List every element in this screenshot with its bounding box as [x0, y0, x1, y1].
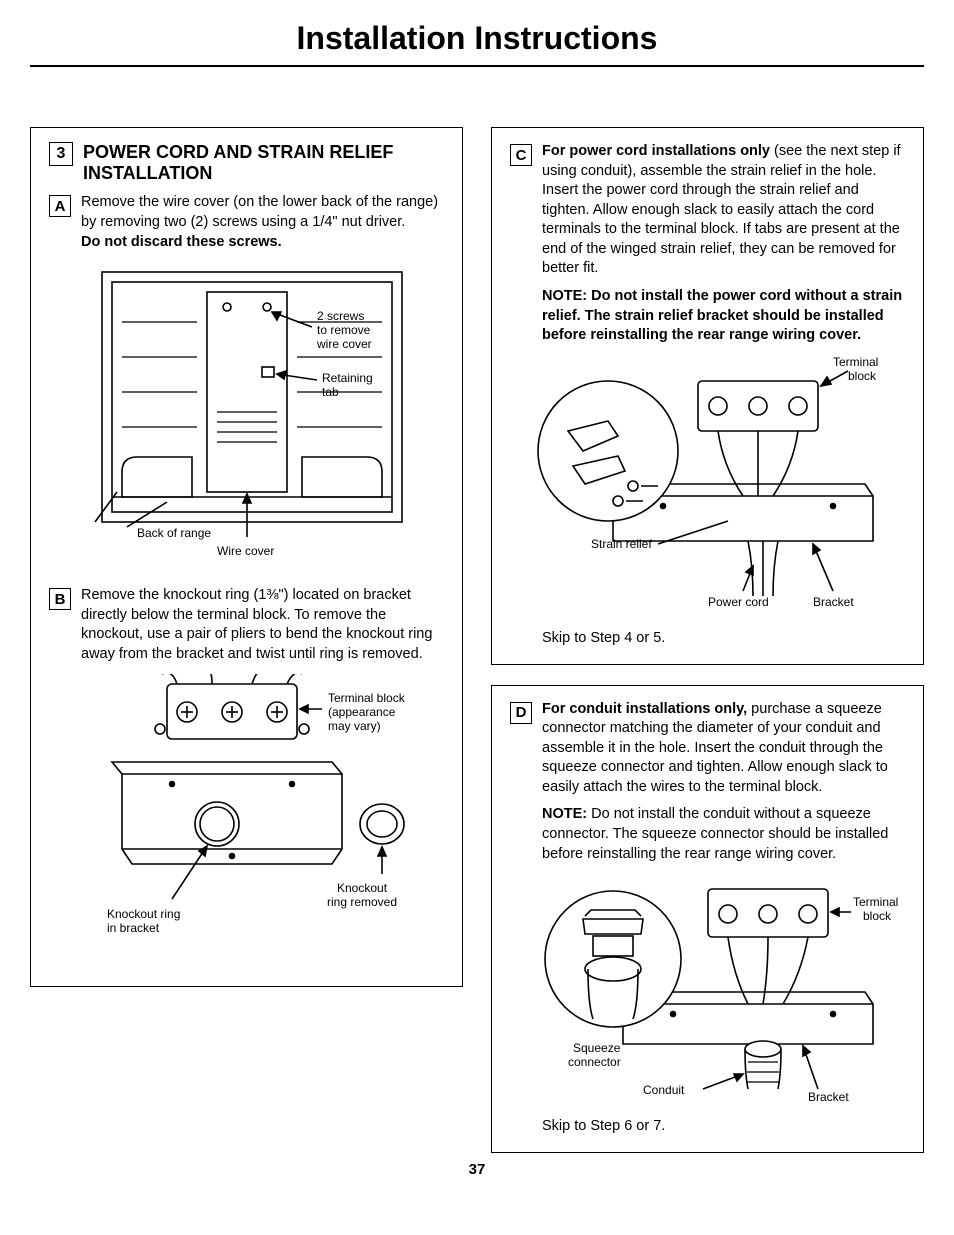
substep-d-note: NOTE: Do not install the conduit without… [542, 805, 905, 864]
fig-a-label-back: Back of range [137, 526, 211, 540]
fig-b-label-term-l2: (appearance [328, 705, 396, 719]
substep-c-lead: For power cord installations only [542, 143, 770, 159]
fig-b-label-term-l3: may vary) [328, 719, 381, 733]
fig-c-label-term-l2: block [848, 369, 877, 383]
fig-a-label-screws-l3: wire cover [316, 337, 372, 351]
substep-d-text: For conduit installations only, purchase… [542, 700, 905, 798]
figure-a: 2 screws to remove wire cover Retaining … [49, 262, 444, 572]
fig-d-label-sq-l2: connector [568, 1055, 621, 1069]
fig-b-label-kout-l2: ring removed [327, 895, 397, 909]
two-column-layout: 3 POWER CORD AND STRAIN RELIEF INSTALLAT… [30, 127, 924, 1153]
substep-c: C For power cord installations only (see… [510, 142, 905, 279]
substep-letter-d: D [510, 702, 532, 724]
step-number-box: 3 [49, 142, 73, 166]
fig-a-label-tab-l1: Retaining [322, 371, 373, 385]
substep-c-skip: Skip to Step 4 or 5. [542, 630, 905, 646]
figure-c: Terminal block Strain relief Power cord … [510, 356, 905, 616]
fig-c-label-cord: Power cord [708, 595, 769, 609]
substep-a-text: Remove the wire cover (on the lower back… [81, 193, 444, 252]
substep-d-note-lead: NOTE: [542, 806, 587, 822]
panel-step3-d: D For conduit installations only, purcha… [491, 685, 924, 1154]
step3-header: 3 POWER CORD AND STRAIN RELIEF INSTALLAT… [49, 142, 444, 183]
fig-a-label-tab-l2: tab [322, 385, 339, 399]
fig-a-label-screws-l1: 2 screws [317, 309, 364, 323]
figure-b: Terminal block (appearance may vary) Kno… [49, 674, 444, 954]
step3-title: POWER CORD AND STRAIN RELIEF INSTALLATIO… [83, 142, 444, 183]
fig-c-label-bracket: Bracket [813, 595, 854, 609]
substep-c-body: (see the next step if using conduit), as… [542, 143, 901, 276]
substep-d-lead: For conduit installations only, [542, 701, 747, 717]
fig-b-label-kin-l2: in bracket [107, 921, 160, 935]
substep-b-text: Remove the knockout ring (1⅜") located o… [81, 586, 444, 664]
fig-d-label-conduit: Conduit [643, 1083, 685, 1097]
substep-d-note-text: Do not install the conduit without a squ… [542, 806, 888, 861]
fig-c-label-term-l1: Terminal [833, 356, 878, 369]
fig-a-label-screws-l2: to remove [317, 323, 371, 337]
substep-c-note: NOTE: Do not install the power cord with… [542, 287, 905, 346]
left-column: 3 POWER CORD AND STRAIN RELIEF INSTALLAT… [30, 127, 463, 1153]
fig-d-label-term-l1: Terminal [853, 895, 898, 909]
fig-b-label-kin-l1: Knockout ring [107, 907, 180, 921]
substep-a-body: Remove the wire cover (on the lower back… [81, 194, 438, 230]
fig-d-label-bracket: Bracket [808, 1090, 849, 1104]
fig-a-label-cover: Wire cover [217, 544, 274, 558]
figure-d: Terminal block Squeeze connector Conduit… [510, 874, 905, 1104]
fig-d-label-sq-l1: Squeeze [573, 1041, 621, 1055]
fig-c-label-strain: Strain relief [591, 537, 652, 551]
page-number: 37 [30, 1161, 924, 1178]
substep-letter-b: B [49, 588, 71, 610]
panel-step3-ab: 3 POWER CORD AND STRAIN RELIEF INSTALLAT… [30, 127, 463, 987]
substep-b: B Remove the knockout ring (1⅜") located… [49, 586, 444, 664]
fig-d-label-term-l2: block [863, 909, 892, 923]
substep-d: D For conduit installations only, purcha… [510, 700, 905, 798]
page-title: Installation Instructions [30, 20, 924, 67]
substep-a: A Remove the wire cover (on the lower ba… [49, 193, 444, 252]
fig-b-label-kout-l1: Knockout [337, 881, 388, 895]
substep-a-bold: Do not discard these screws. [81, 234, 282, 250]
panel-step3-c: C For power cord installations only (see… [491, 127, 924, 665]
right-column: C For power cord installations only (see… [491, 127, 924, 1153]
substep-letter-c: C [510, 144, 532, 166]
substep-letter-a: A [49, 195, 71, 217]
substep-d-skip: Skip to Step 6 or 7. [542, 1118, 905, 1134]
fig-b-label-term-l1: Terminal block [328, 691, 406, 705]
substep-c-text: For power cord installations only (see t… [542, 142, 905, 279]
